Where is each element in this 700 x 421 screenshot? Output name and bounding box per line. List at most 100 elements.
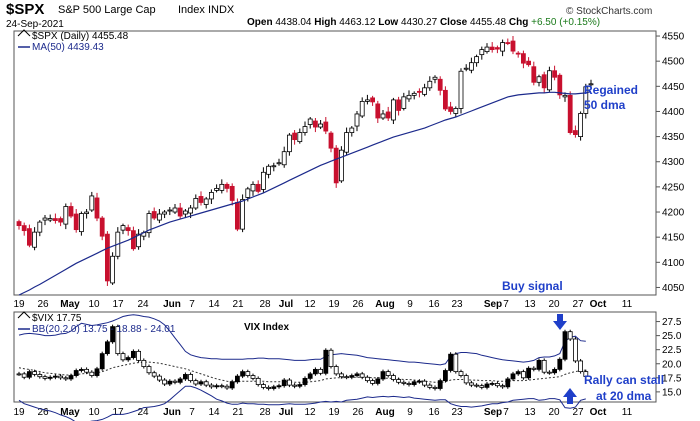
vix-candle: [182, 374, 188, 380]
price-ytick-label: 4300: [662, 157, 685, 168]
vix-xtick-label: 9: [407, 407, 413, 418]
ohlc-readout: Open 4438.04 High 4463.12 Low 4430.27 Cl…: [247, 17, 600, 28]
price-ytick-label: 4400: [662, 107, 685, 118]
vix-candle: [541, 359, 547, 373]
candle-body: [79, 213, 84, 233]
vix-candle: [344, 376, 350, 379]
candle-body: [344, 132, 350, 153]
candle-body: [151, 211, 157, 219]
vix-xtick-label: 17: [112, 407, 124, 418]
vix-candle: [380, 371, 386, 380]
vix-legend-series: $VIX 17.75: [32, 313, 82, 324]
vix-xtick-label: 24: [137, 407, 149, 418]
bb-mid-band: [18, 361, 586, 383]
candle-body: [286, 134, 292, 153]
vix-ytick-label: 22.5: [662, 345, 682, 356]
candle-body: [302, 126, 308, 133]
candle-body: [588, 83, 594, 86]
candle-body: [32, 231, 37, 248]
high-value: 4463.12: [339, 17, 376, 28]
candle-body: [489, 46, 495, 51]
chg-label: Chg: [508, 17, 529, 28]
low-label: Low: [378, 17, 399, 28]
symbol-name: S&P 500 Large Cap: [58, 4, 156, 16]
candle-body: [73, 213, 79, 231]
vix-xtick-label: 11: [622, 407, 633, 418]
vix-candle: [234, 375, 240, 383]
candle-body: [541, 74, 547, 89]
vix-xtick-label: 16: [428, 407, 440, 418]
candle-body: [521, 53, 526, 64]
price-xtick-label: 13: [524, 299, 536, 310]
candle-body: [349, 127, 355, 133]
candle-body: [526, 60, 531, 66]
price-xtick-label: 7: [503, 299, 509, 310]
vix-candle: [375, 378, 381, 384]
candle-body: [547, 70, 552, 91]
vix-candle: [16, 373, 22, 376]
price-xtick-label: 19: [13, 299, 25, 310]
candle-body: [380, 113, 386, 119]
candle-body: [255, 183, 261, 192]
candle-body: [240, 199, 246, 230]
vix-candle: [167, 380, 173, 385]
vix-candle: [406, 383, 412, 385]
candle-body: [578, 113, 583, 138]
vix-candle: [547, 371, 552, 374]
vix-candle: [99, 353, 105, 370]
candle-body: [557, 74, 563, 96]
candle-body: [442, 89, 448, 110]
vix-candle: [515, 371, 521, 375]
candle-body: [271, 165, 277, 168]
candle-body: [156, 213, 162, 221]
price-ytick-label: 4150: [662, 233, 685, 244]
price-ytick-label: 4450: [662, 82, 685, 93]
vix-candle: [349, 375, 355, 378]
annotation-regained: Regained: [584, 83, 638, 97]
candle-body: [453, 108, 459, 114]
vix-candle: [521, 371, 526, 379]
candle-body: [58, 218, 63, 223]
vix-candle: [151, 372, 157, 377]
price-ytick-label: 4100: [662, 258, 685, 269]
candle-body: [105, 233, 110, 282]
vix-candle: [89, 371, 95, 376]
price-legend-series: $SPX (Daily) 4455.48: [32, 31, 129, 42]
candle-body: [468, 62, 474, 71]
candle-body: [505, 42, 511, 44]
price-xtick-label: 28: [259, 299, 271, 310]
candle-body: [260, 171, 266, 190]
vix-candle: [177, 378, 183, 383]
vix-xtick-label: May: [60, 407, 80, 418]
vix-ytick-label: 27.5: [662, 317, 682, 328]
annotation-50dma: 50 dma: [584, 98, 626, 112]
candle-body: [84, 211, 89, 214]
arrow-up-icon: [563, 388, 577, 404]
candle-body: [203, 198, 209, 205]
vix-candle: [510, 373, 516, 380]
vix-candle: [422, 380, 428, 386]
close-label: Close: [439, 17, 468, 28]
vix-candle: [219, 385, 225, 388]
price-ytick-label: 4250: [662, 182, 685, 193]
vix-candle: [276, 385, 282, 388]
vix-xtick-label: 7: [189, 407, 195, 418]
price-xtick-label: 23: [451, 299, 463, 310]
vix-candle: [500, 385, 506, 388]
vix-candle: [156, 375, 162, 381]
candle-body: [390, 99, 396, 121]
candle-body: [224, 183, 230, 189]
vix-candle: [359, 373, 365, 378]
price-xtick-label: Sep: [484, 299, 502, 310]
candle-body: [531, 66, 537, 83]
vix-candle: [474, 384, 480, 387]
open-label: Open: [247, 17, 273, 28]
candle-body: [370, 97, 376, 103]
bb-lower-band: [18, 385, 586, 421]
vix-candle: [312, 368, 318, 375]
candle-body: [510, 40, 516, 52]
candle-body: [458, 70, 464, 109]
annotation-rally: Rally can stall: [584, 373, 664, 387]
candle-body: [292, 132, 298, 141]
vix-candle: [21, 373, 27, 378]
